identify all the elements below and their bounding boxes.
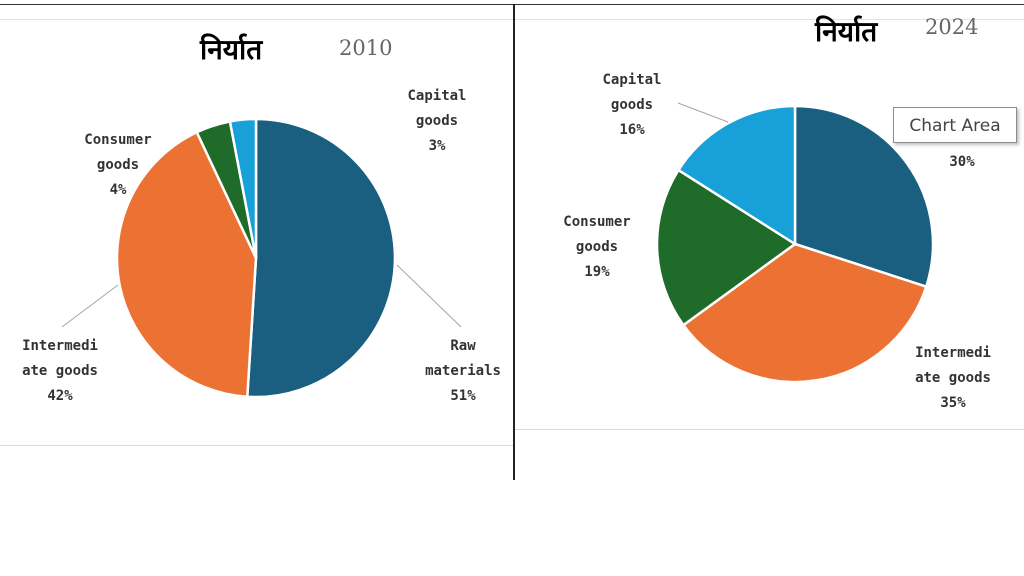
chart-border-line (0, 19, 513, 20)
label-leader-line (61, 284, 119, 328)
chart-year: 2024 (925, 15, 979, 39)
panel-divider (513, 4, 515, 480)
pie-slice-capital-goods[interactable] (676, 104, 797, 247)
pie-slice-raw-materials[interactable] (245, 117, 397, 399)
chart-year: 2010 (339, 36, 393, 60)
data-label-capital-goods: Capital goods 16% (602, 72, 661, 138)
data-label-intermediate-goods: Intermedi ate goods 35% (915, 345, 991, 411)
pie-slice-intermediate-goods[interactable] (681, 242, 928, 384)
label-leader-line (396, 264, 462, 328)
data-label-consumer-goods: Consumer goods 4% (84, 132, 151, 198)
data-label-raw-materials: Raw materials 51% (425, 338, 501, 404)
chart-title-hindi: निर्यात (815, 15, 878, 48)
chart-area-tooltip: Chart Area (893, 107, 1017, 143)
pie-slice-intermediate-goods[interactable] (115, 130, 258, 399)
pie-slice-capital-goods[interactable] (228, 117, 258, 259)
data-label-consumer-goods: Consumer goods 19% (563, 214, 630, 280)
chart-border-line (515, 19, 1024, 20)
data-label-capital-goods: Capital goods 3% (407, 88, 466, 154)
pie-slice-consumer-goods[interactable] (655, 168, 798, 327)
chart-title-hindi: निर्यात (200, 33, 263, 66)
pie-slice-raw-materials[interactable] (793, 104, 935, 289)
data-label-raw-materials: 30% (949, 154, 975, 170)
label-leader-line (677, 102, 729, 123)
data-label-intermediate-goods: Intermedi ate goods 42% (22, 338, 98, 404)
